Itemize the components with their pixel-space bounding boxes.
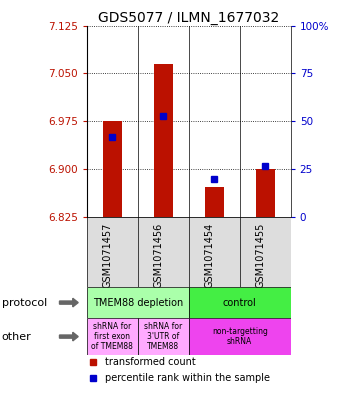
Text: GSM1071454: GSM1071454: [204, 222, 214, 288]
Bar: [256, 169, 275, 217]
Text: GSM1071457: GSM1071457: [102, 222, 112, 288]
Text: non-targetting
shRNA: non-targetting shRNA: [212, 327, 268, 346]
Text: TMEM88 depletion: TMEM88 depletion: [92, 298, 183, 308]
Text: protocol: protocol: [2, 298, 47, 308]
Text: other: other: [2, 332, 31, 342]
Text: GSM1071456: GSM1071456: [153, 222, 163, 288]
Text: shRNA for
3'UTR of
TMEM88: shRNA for 3'UTR of TMEM88: [144, 322, 182, 351]
Bar: [189, 287, 291, 318]
Bar: [189, 318, 291, 356]
Text: transformed count: transformed count: [105, 357, 196, 367]
Bar: [87, 318, 138, 356]
Text: control: control: [223, 298, 257, 308]
Bar: [87, 287, 189, 318]
Text: shRNA for
first exon
of TMEM88: shRNA for first exon of TMEM88: [91, 322, 133, 351]
Text: percentile rank within the sample: percentile rank within the sample: [105, 373, 270, 383]
Bar: [103, 121, 122, 217]
Title: GDS5077 / ILMN_1677032: GDS5077 / ILMN_1677032: [98, 11, 279, 24]
Text: GSM1071455: GSM1071455: [255, 222, 265, 288]
Bar: [204, 187, 224, 217]
Bar: [138, 318, 189, 356]
Bar: [153, 64, 173, 217]
